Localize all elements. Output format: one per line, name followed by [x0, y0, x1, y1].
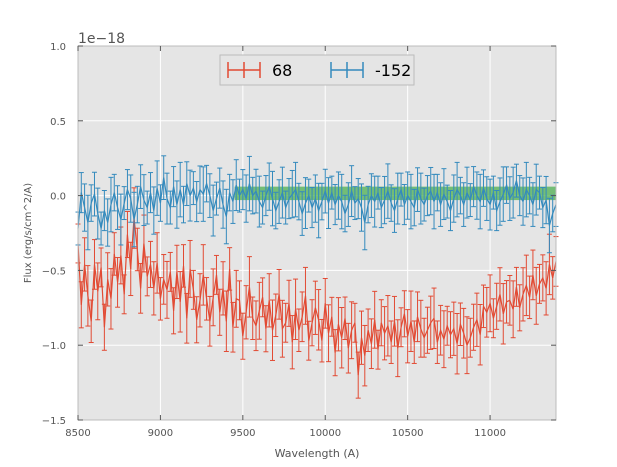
legend-label: 68 — [272, 61, 292, 80]
y-axis-label: Flux (erg/s/cm^2/A) — [23, 183, 34, 283]
x-axis-label: Wavelength (A) — [275, 447, 360, 460]
series-68 — [75, 187, 559, 399]
x-tick-label: 8500 — [65, 428, 90, 439]
y-tick-label: 0.0 — [50, 192, 66, 203]
legend-label: -152 — [375, 61, 411, 80]
y-tick-label: −1.5 — [42, 416, 66, 427]
x-axis-ticks: 8500 9000 9500 10000 10500 11000 — [65, 46, 506, 439]
x-tick-label: 9000 — [148, 428, 173, 439]
x-tick-label: 9500 — [230, 428, 255, 439]
y-axis-ticks: −1.5 −1.0 −0.5 0.0 0.5 1.0 — [42, 42, 556, 427]
x-tick-label: 10000 — [309, 428, 341, 439]
x-tick-label: 11000 — [474, 428, 506, 439]
y-tick-label: 1.0 — [50, 42, 66, 53]
offset-text: 1e−18 — [78, 31, 125, 47]
y-tick-label: −1.0 — [42, 341, 66, 352]
x-tick-label: 10500 — [392, 428, 424, 439]
plot-background — [78, 46, 556, 420]
y-tick-label: −0.5 — [42, 266, 66, 277]
plot-frame — [77, 45, 557, 421]
y-tick-label: 0.5 — [50, 117, 66, 128]
legend: 68 -152 — [219, 54, 415, 86]
series-line — [77, 177, 557, 229]
series-line — [77, 217, 557, 376]
legend-items: 68 -152 — [227, 61, 411, 80]
